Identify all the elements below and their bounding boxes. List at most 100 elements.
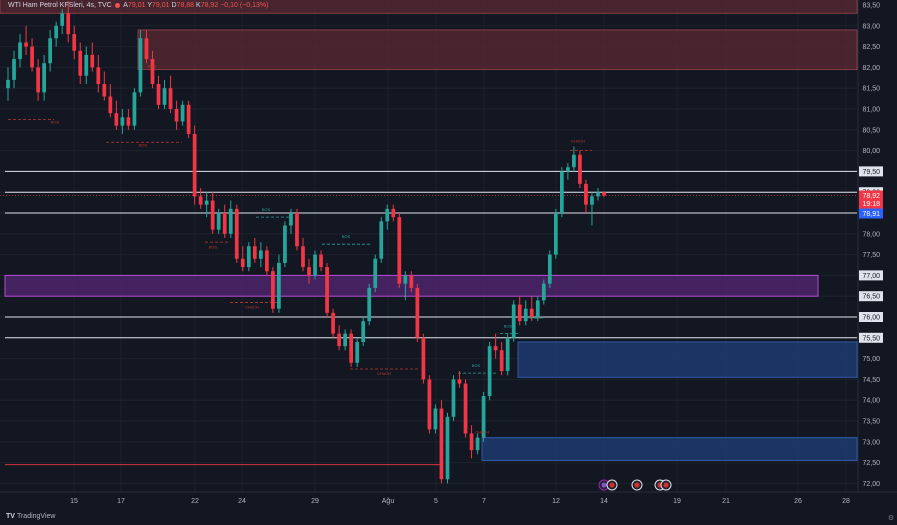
candle-body — [325, 267, 329, 313]
structure-label: BOS — [51, 120, 60, 125]
us-flag-icon-inner — [634, 482, 640, 488]
candle-body — [301, 246, 305, 268]
candle-body — [367, 287, 372, 322]
time-tick-label: 21 — [722, 498, 730, 505]
candle-body — [493, 346, 498, 351]
low-label: D — [171, 2, 177, 9]
candle-body — [355, 341, 360, 363]
demand-zone — [517, 341, 858, 378]
low-value: 78,88 — [176, 2, 195, 9]
candle-body — [234, 208, 239, 259]
price-tick-label: 81,00 — [862, 107, 880, 114]
candle-body — [24, 42, 28, 47]
price-tick-label: 83,00 — [862, 23, 880, 30]
candle-body — [578, 154, 582, 184]
candle-body — [228, 208, 233, 234]
time-tick-label: 29 — [311, 498, 319, 505]
candle-body — [222, 213, 227, 234]
candle-body — [535, 300, 540, 317]
event-icon-inner — [601, 482, 607, 488]
market-status-icon — [114, 2, 120, 8]
level-lines-layer — [0, 170, 857, 339]
candle-body — [192, 133, 197, 197]
candle-body — [36, 67, 40, 93]
structure-label: CHoCH — [475, 429, 489, 434]
level-price-label-box — [859, 166, 883, 177]
candle-body — [96, 67, 101, 85]
candle-body — [319, 254, 323, 268]
us-flag-icon-inner — [609, 482, 615, 488]
candle-body — [60, 13, 65, 26]
candle-body — [210, 200, 215, 230]
price-tick-label: 80,50 — [862, 127, 880, 134]
price-axis[interactable]: 83,50 83,00 82,50 82,00 81,50 81,00 80,50 80,00… — [857, 0, 883, 492]
price-tick-label: 82,50 — [862, 44, 880, 51]
candle-body — [252, 246, 257, 259]
candle-body — [481, 396, 486, 438]
candle-body — [475, 437, 480, 451]
structure-lines-layer — [5, 119, 592, 466]
price-tick-label: 72,00 — [862, 481, 880, 488]
candle-body — [120, 117, 125, 126]
candle-body — [78, 50, 83, 76]
price-tick-label: 73,50 — [862, 419, 880, 426]
symbol-title[interactable]: WTI Ham Petrol KFSleri, 4s, TVC — [8, 2, 112, 9]
price-tick-label: 74,00 — [862, 398, 880, 405]
level-price-label: 75,50 — [862, 335, 880, 342]
candle-body — [421, 337, 426, 380]
time-tick-label: 22 — [191, 498, 199, 505]
candle-body — [451, 379, 456, 417]
structure-label: CHoCH — [571, 138, 585, 143]
time-tick-label: Ağu — [382, 498, 395, 505]
candle-body — [204, 200, 209, 205]
candle-body — [469, 433, 474, 451]
structure-label: BOS — [209, 244, 218, 249]
candle-body — [559, 171, 564, 213]
level-price-label: 76,50 — [862, 294, 880, 301]
candle-body — [277, 262, 281, 309]
price-tick-label: 75,00 — [862, 356, 880, 363]
demand-zone — [481, 437, 858, 462]
candle-body — [445, 416, 450, 480]
candle-body — [198, 196, 203, 205]
candles-layer — [6, 0, 606, 484]
chart-legend[interactable]: WTI Ham Petrol KFSleri, 4s, TVC A79,01 Y… — [8, 1, 268, 11]
candle-body — [144, 38, 149, 60]
candle-body — [240, 258, 245, 268]
candle-body — [590, 196, 594, 205]
candle-body — [186, 104, 191, 134]
price-tick-label: 80,00 — [862, 148, 880, 155]
candle-body — [505, 337, 510, 372]
level-price-label: 77,00 — [862, 273, 880, 280]
time-tick-label: 24 — [238, 498, 246, 505]
supply-zone — [137, 29, 858, 70]
candle-body — [602, 192, 606, 196]
time-tick-label: 17 — [117, 498, 125, 505]
structure-label: CHoCH — [245, 305, 259, 310]
candle-body — [54, 25, 59, 39]
candle-body — [126, 117, 131, 126]
tradingview-logo[interactable]: TV TradingView — [6, 513, 55, 520]
candle-body — [343, 333, 347, 347]
blue-price-value: 78,91 — [862, 211, 880, 218]
candle-body — [174, 109, 179, 122]
candle-body — [271, 271, 275, 309]
candle-body — [433, 408, 438, 430]
time-tick-label: 19 — [673, 498, 681, 505]
event-icons-layer[interactable] — [598, 479, 672, 491]
candle-body — [150, 59, 155, 85]
price-tick-label: 78,00 — [862, 231, 880, 238]
price-tick-label: 83,50 — [862, 3, 880, 10]
candle-body — [391, 208, 396, 218]
price-tick-label: 74,50 — [862, 377, 880, 384]
candle-body — [439, 408, 444, 480]
time-axis[interactable]: 15 17 22 24 29 Ağu 5 7 12 14 19 21 26 28 — [0, 491, 897, 505]
candle-body — [547, 254, 552, 284]
candle-body — [523, 308, 528, 322]
candle-body — [403, 275, 408, 284]
candle-body — [132, 92, 137, 126]
candle-body — [517, 304, 522, 322]
settings-gear-icon[interactable]: ⚙ — [887, 515, 895, 522]
candle-body — [463, 383, 468, 434]
